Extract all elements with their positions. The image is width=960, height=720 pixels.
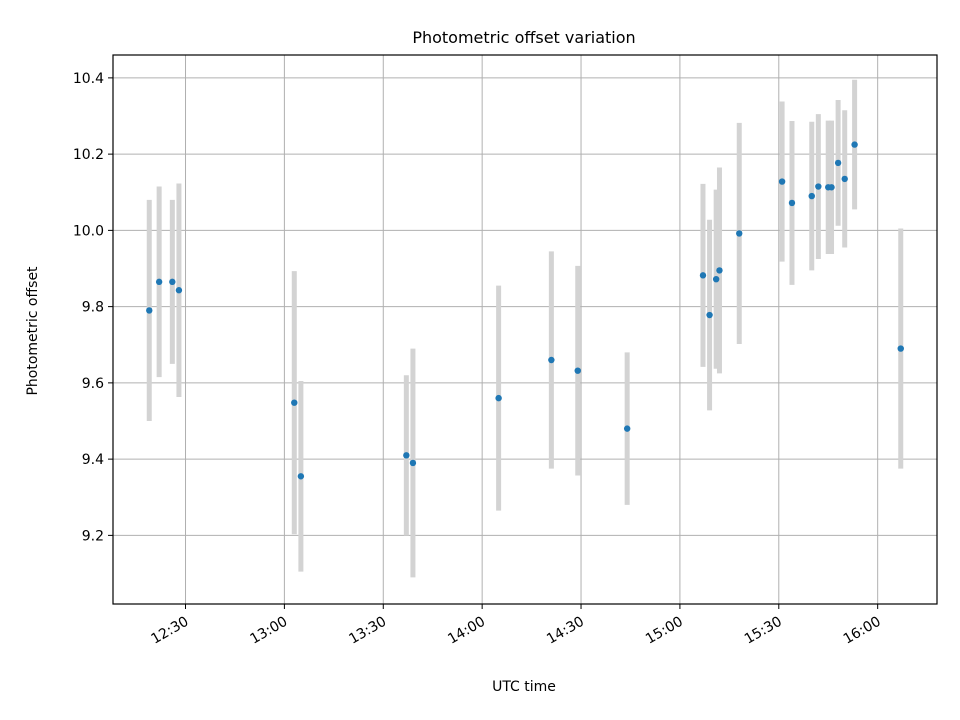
data-point <box>548 356 555 364</box>
data-point <box>169 278 176 286</box>
data-point <box>828 184 835 191</box>
data-point <box>778 178 786 185</box>
plot-area <box>112 54 938 605</box>
grid <box>113 55 937 604</box>
data-point <box>851 141 858 148</box>
x-tick-label: 13:00 <box>247 614 290 648</box>
data-point <box>155 278 163 286</box>
data-point <box>706 311 713 319</box>
y-tick-label: 9.4 <box>82 452 104 468</box>
data-point <box>712 275 720 283</box>
data-point <box>815 183 822 190</box>
data-point <box>146 307 153 314</box>
y-tick-label: 10.2 <box>73 147 104 163</box>
data-point <box>175 287 183 294</box>
x-tick-label: 13:30 <box>346 614 389 648</box>
data-point <box>716 267 723 274</box>
y-tick-label: 10.4 <box>73 71 104 87</box>
x-tick-label: 14:30 <box>544 614 587 648</box>
x-tick-label: 16:00 <box>841 614 884 648</box>
data-points <box>146 141 904 480</box>
data-point <box>403 452 410 459</box>
data-point <box>736 230 743 237</box>
x-tick-label: 12:30 <box>149 614 192 648</box>
data-point <box>623 425 631 432</box>
data-point <box>788 199 796 207</box>
data-point <box>297 473 305 480</box>
chart-title: Photometric offset variation <box>412 28 635 47</box>
data-point <box>897 345 904 352</box>
y-tick-label: 9.8 <box>82 300 104 316</box>
x-tick-label: 15:30 <box>742 614 785 648</box>
y-axis-label: Photometric offset <box>25 266 41 396</box>
x-tick-label: 15:00 <box>643 614 686 648</box>
data-point <box>574 367 581 374</box>
data-point <box>409 459 417 467</box>
data-point <box>834 159 842 167</box>
x-axis-label: UTC time <box>492 679 556 695</box>
y-axis-ticks: 9.2 9.4 9.6 9.8 10.0 10.2 10.4 <box>73 71 113 544</box>
y-tick-label: 9.2 <box>82 528 104 544</box>
y-tick-label: 10.0 <box>73 223 104 239</box>
x-axis-ticks: 12:30 13:00 13:30 14:00 14:30 15:00 15:30 16:00 <box>149 604 884 648</box>
data-point <box>808 192 815 200</box>
data-point <box>699 272 707 279</box>
x-tick-label: 14:00 <box>445 614 488 648</box>
data-point <box>841 175 848 183</box>
data-point <box>291 399 298 406</box>
y-tick-label: 9.6 <box>82 376 104 392</box>
data-point <box>495 394 502 402</box>
